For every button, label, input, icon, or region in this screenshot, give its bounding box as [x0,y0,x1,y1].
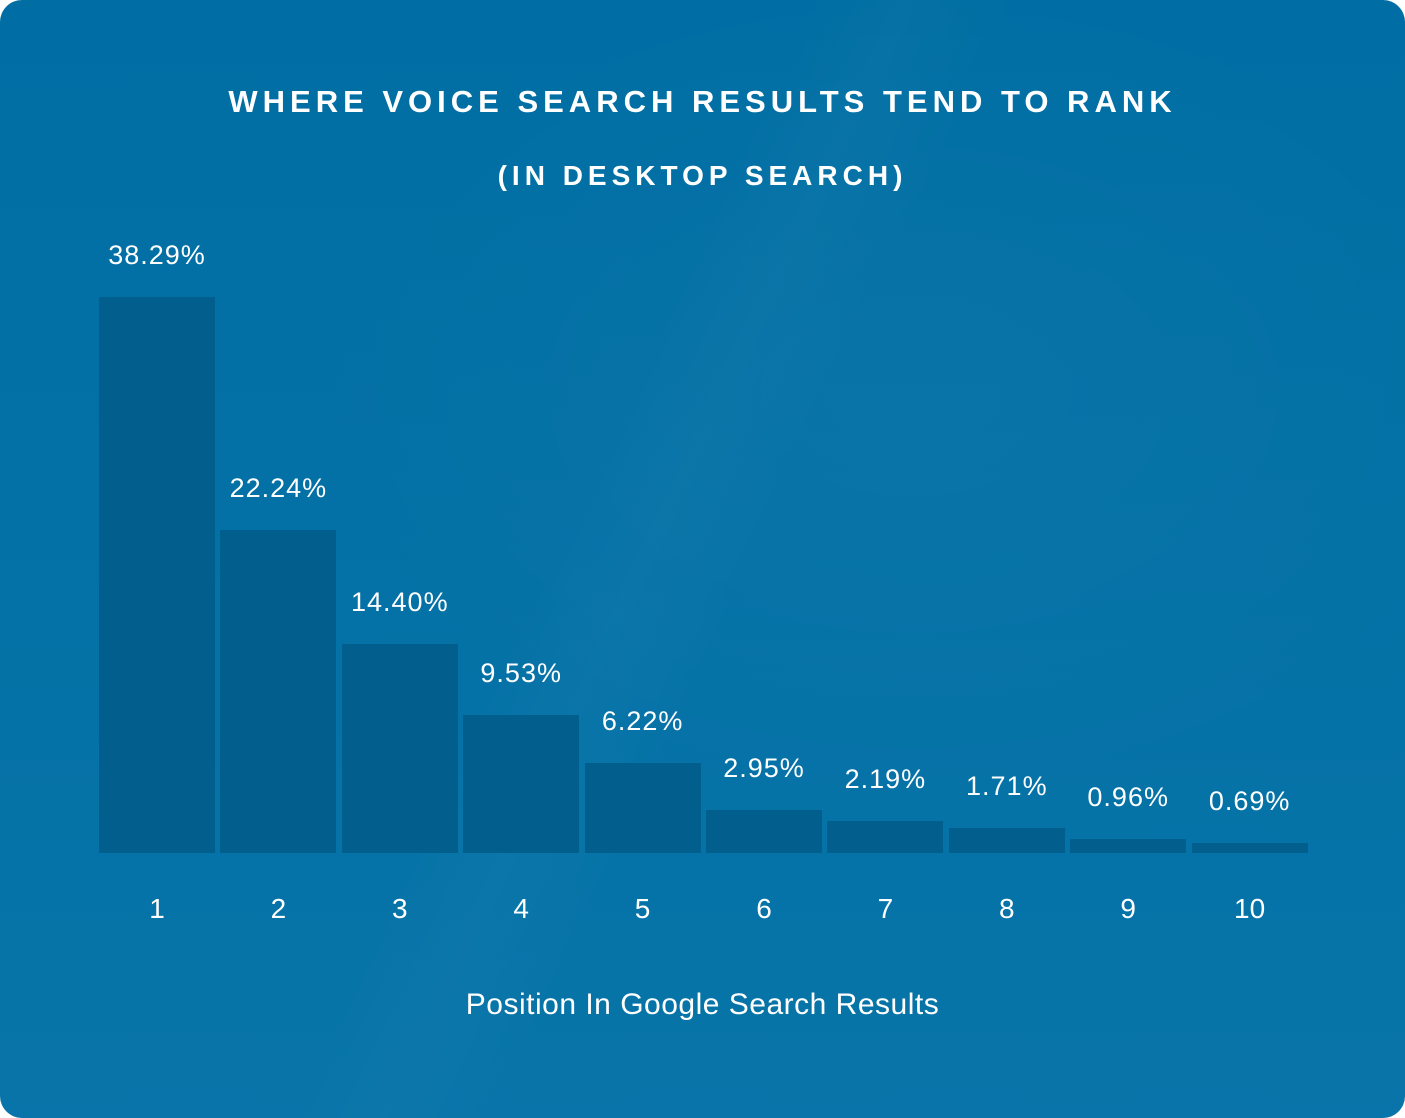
bar [1070,839,1187,853]
bar [99,297,215,853]
chart-area: 38.29% 1 22.24% 2 14.40% 3 9.53% 4 6.22% 5 2.95% 6 2… [99,0,1308,924]
bar [1191,843,1308,853]
bar [220,530,337,853]
x-axis-title: Position In Google Search Results [465,988,940,1021]
bar-value-label: 38.29% [108,240,206,270]
x-tick-label: 5 [634,893,651,924]
x-tick-label: 3 [392,893,408,924]
bar-column: 0.69% 10 [1191,0,1308,924]
bar-column: 38.29% 1 [99,0,215,924]
chart-title: WHERE VOICE SEARCH RESULTS TEND TO RANK [228,84,1177,119]
bar-value-label: 1.71% [966,771,1048,801]
bar [584,763,701,853]
bar [948,828,1065,853]
x-tick-label: 10 [1234,893,1266,924]
bar-value-label: 2.95% [723,753,805,783]
bar-value-label: 0.69% [1208,786,1291,816]
bar [463,715,580,853]
bar [706,810,822,853]
bar [827,821,944,853]
bar-value-label: 9.53% [480,658,562,688]
bar-column: 0.96% 9 [1070,0,1187,924]
bar-column: 14.40% 3 [341,0,458,924]
bar-column: 2.95% 6 [706,0,822,924]
bar-column: 2.19% 7 [827,0,944,924]
x-tick-label: 9 [1120,893,1136,924]
x-tick-label: 2 [270,893,287,924]
bar-value-label: 14.40% [351,587,449,617]
x-tick-label: 7 [877,893,894,924]
x-tick-label: 4 [513,893,529,924]
bar-column: 22.24% 2 [220,0,337,924]
x-tick-label: 1 [149,893,165,924]
bar [341,644,458,853]
bar-column: 9.53% 4 [463,0,580,924]
chart-subtitle: (IN DESKTOP SEARCH) [497,160,908,191]
bar-column: 1.71% 8 [948,0,1065,924]
bar-value-label: 6.22% [601,706,684,736]
x-tick-label: 6 [756,893,772,924]
bar-value-label: 0.96% [1087,782,1169,812]
bar-value-label: 22.24% [229,473,328,503]
bar-value-label: 2.19% [844,764,927,794]
bar-column: 6.22% 5 [584,0,701,924]
x-tick-label: 8 [999,893,1015,924]
